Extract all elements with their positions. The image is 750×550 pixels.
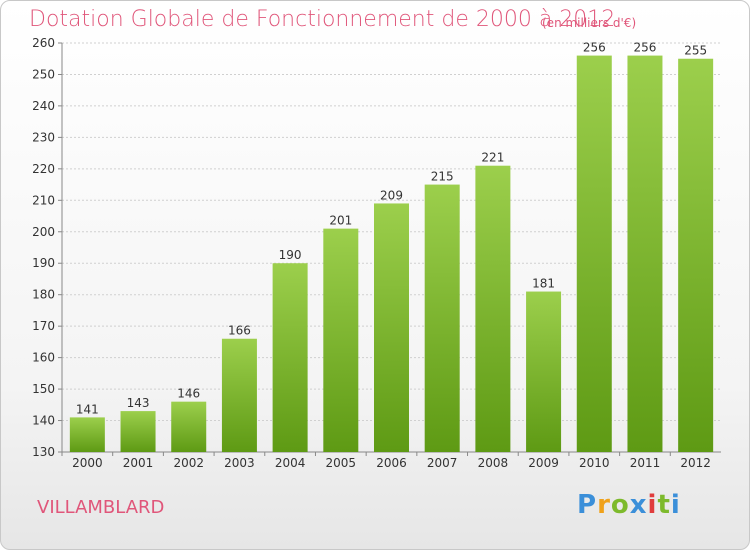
- x-tick-label: 2012: [680, 456, 711, 470]
- data-label: 190: [279, 248, 302, 262]
- axes: 130 140 150 160 170 180 190 200 210 220 230 240 250 2…: [32, 36, 721, 470]
- bar: [475, 165, 511, 452]
- bar: [678, 58, 714, 452]
- data-label: 209: [380, 188, 403, 202]
- y-tick-label: 140: [32, 414, 55, 428]
- x-tick-label: 2004: [275, 456, 306, 470]
- logo-letter: t: [657, 490, 671, 520]
- y-tick-label: 130: [32, 445, 55, 459]
- data-label: 256: [634, 41, 657, 55]
- bar: [221, 338, 257, 452]
- y-tick-label: 230: [32, 130, 55, 144]
- x-tick-label: 2003: [224, 456, 255, 470]
- proxiti-logo: Proxiti: [577, 490, 681, 520]
- x-tick-label: 2009: [528, 456, 559, 470]
- chart-subtitle: (en milliers d'€): [542, 16, 637, 30]
- y-tick-label: 220: [32, 162, 55, 176]
- x-tick-label: 2000: [72, 456, 103, 470]
- x-tick-label: 2008: [478, 456, 509, 470]
- x-tick-label: 2011: [630, 456, 661, 470]
- y-tick-label: 170: [32, 319, 55, 333]
- data-label: 181: [532, 277, 555, 291]
- x-tick-label: 2005: [326, 456, 357, 470]
- logo-letter: P: [577, 490, 598, 520]
- chart-title: Dotation Globale de Fonctionnement de 20…: [29, 7, 616, 32]
- x-tick-label: 2007: [427, 456, 458, 470]
- x-tick-label: 2002: [173, 456, 204, 470]
- logo-letter: r: [597, 490, 611, 520]
- y-tick-label: 180: [32, 288, 55, 302]
- bar: [526, 291, 562, 452]
- bar: [576, 55, 612, 452]
- data-label: 146: [177, 387, 200, 401]
- commune-name: VILLAMBLARD: [37, 497, 165, 518]
- y-tick-label: 190: [32, 256, 55, 270]
- data-label: 201: [329, 214, 352, 228]
- x-tick-label: 2001: [123, 456, 154, 470]
- data-label: 221: [481, 151, 504, 165]
- y-tick-label: 210: [32, 193, 55, 207]
- data-labels: 141 143 146 166 190 201 209 215 221 181 256 256 255: [76, 41, 707, 417]
- logo-letter: o: [610, 490, 630, 520]
- y-tick-label: 160: [32, 351, 55, 365]
- logo-letter: i: [647, 490, 658, 520]
- bar: [374, 203, 409, 452]
- y-tick-label: 200: [32, 225, 55, 239]
- data-label: 256: [583, 41, 606, 55]
- y-tick-label: 250: [32, 67, 55, 81]
- bar: [424, 184, 460, 453]
- logo-letter: x: [629, 490, 648, 520]
- data-label: 141: [76, 402, 99, 416]
- x-tick-label: 2010: [579, 456, 610, 470]
- bar: [171, 401, 207, 452]
- data-label: 143: [127, 396, 150, 410]
- x-tick-label: 2006: [376, 456, 407, 470]
- bar: [272, 263, 308, 452]
- bar: [120, 411, 156, 452]
- bar: [627, 55, 663, 452]
- bar: [323, 228, 359, 452]
- data-label: 215: [431, 170, 454, 184]
- y-tick-label: 150: [32, 382, 55, 396]
- y-tick-label: 260: [32, 36, 55, 50]
- data-label: 166: [228, 324, 251, 338]
- bars: [69, 55, 714, 453]
- data-label: 255: [684, 44, 707, 58]
- logo-letter: i: [670, 490, 681, 520]
- bar: [69, 417, 105, 452]
- y-tick-label: 240: [32, 99, 55, 113]
